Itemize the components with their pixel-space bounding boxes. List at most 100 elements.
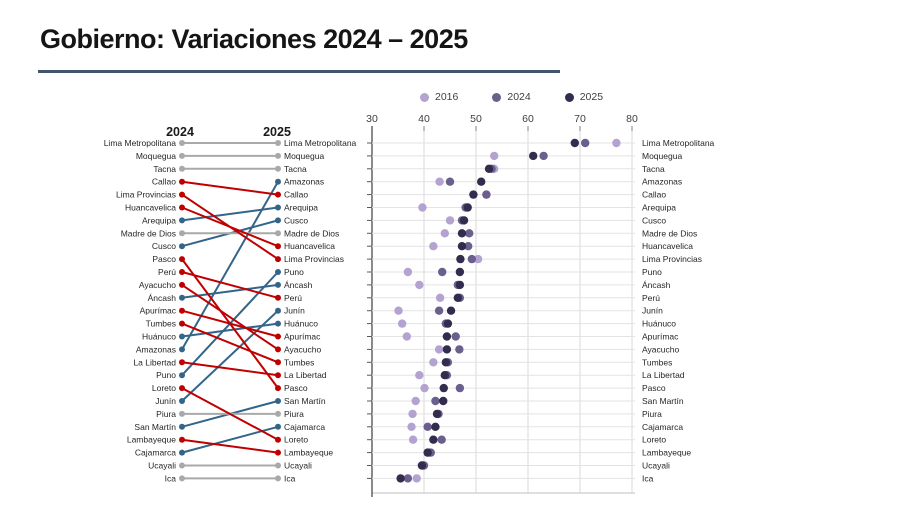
slope-dot-left	[179, 294, 185, 301]
data-dot-2025	[457, 229, 467, 238]
legend-item-2016: 2016	[420, 91, 458, 103]
row-label: Huánuco	[642, 319, 676, 329]
data-dot-2024	[403, 474, 413, 483]
x-tick-label: 70	[574, 113, 586, 125]
slope-line-up	[181, 206, 279, 222]
slope-label-2025: Loreto	[284, 435, 308, 445]
data-dot-2016	[397, 319, 407, 328]
data-dot-2025	[459, 216, 469, 225]
slope-label-2025: Piura	[284, 409, 304, 419]
data-dot-2016	[429, 358, 438, 367]
slope-line-down	[181, 322, 279, 364]
slope-dot-left	[179, 320, 185, 327]
slope-label-2025: Lima Provincias	[284, 254, 344, 264]
slope-label-2024: Cusco	[152, 241, 176, 251]
row-label: Apurímac	[642, 332, 679, 342]
data-dot-2025	[431, 422, 440, 431]
slope-dot-right	[275, 359, 281, 366]
data-dot-2016	[429, 242, 438, 251]
data-dot-2016	[394, 306, 403, 315]
data-dot-2024	[455, 383, 465, 393]
data-dot-2016	[411, 396, 420, 406]
slope-dot-right	[275, 436, 281, 443]
row-label: Huancavelica	[642, 241, 693, 251]
slope-label-2024: Huánuco	[142, 332, 176, 342]
chart-legend: 2016 2024 2025	[420, 91, 603, 103]
slope-dot-right	[275, 462, 281, 469]
data-dot-2025	[463, 203, 472, 212]
slope-label-2025: Lima Metropolitana	[284, 138, 357, 148]
row-label: Pasco	[642, 383, 666, 393]
slope-dot-right	[275, 398, 281, 404]
slope-label-2024: Tacna	[153, 164, 176, 174]
data-dot-2024	[482, 190, 491, 199]
slope-label-2024: Ica	[165, 473, 177, 483]
slope-dot-right	[275, 230, 281, 237]
slope-label-2024: Cajamarca	[135, 448, 176, 458]
slope-label-2024: Madre de Dios	[121, 228, 176, 238]
slope-label-2025: La Libertad	[284, 370, 327, 380]
data-dot-2025	[439, 396, 448, 406]
data-dot-2025	[440, 371, 449, 380]
slope-dot-right	[275, 307, 281, 314]
slope-label-2024: Lima Metropolitana	[104, 138, 177, 148]
slope-label-2025: Huancavelica	[284, 241, 335, 251]
data-dot-2025	[441, 358, 451, 367]
row-label: Lima Provincias	[642, 254, 702, 264]
legend-item-2024: 2024	[492, 91, 531, 103]
data-dot-2024	[437, 435, 446, 444]
slope-dot-right	[275, 449, 281, 456]
slope-dot-left	[179, 178, 185, 185]
slope-label-2025: Pasco	[284, 383, 308, 393]
slope-dot-right	[275, 204, 281, 211]
slope-label-2025: Tumbes	[284, 357, 314, 367]
slope-line-down	[181, 258, 279, 389]
data-dot-2016	[412, 474, 421, 483]
slope-label-2024: Huancavelica	[125, 203, 176, 213]
data-dot-2016	[435, 177, 444, 186]
slope-label-2024: Tumbes	[146, 319, 176, 329]
row-label: Moquegua	[642, 151, 682, 161]
slope-label-2025: Arequipa	[284, 203, 318, 213]
slope-label-2025: Moquegua	[284, 151, 324, 161]
slope-dot-right	[275, 178, 281, 185]
x-tick-label: 50	[470, 113, 482, 125]
row-label: Cusco	[642, 215, 666, 225]
slope-dot-left	[179, 230, 185, 237]
slope-label-2024: Pasco	[152, 254, 176, 264]
data-dot-2024	[465, 229, 474, 238]
data-dot-2025	[442, 345, 452, 354]
data-dot-2016	[415, 280, 424, 290]
slope-dot-left	[179, 269, 185, 275]
row-label: Ayacucho	[642, 344, 679, 354]
data-dot-2025	[455, 267, 465, 277]
slope-line-down	[181, 438, 279, 454]
slope-label-2025: Ica	[284, 473, 296, 483]
row-label: Junín	[642, 306, 663, 316]
row-label: Madre de Dios	[642, 228, 697, 238]
row-label: Cajamarca	[642, 422, 683, 432]
slope-line-down	[181, 361, 279, 377]
slope-line-down	[181, 180, 279, 196]
slope-label-2025: Áncash	[284, 280, 313, 290]
data-dot-2025	[423, 448, 432, 457]
data-dot-2016	[473, 254, 483, 264]
data-dot-2016	[408, 435, 418, 444]
data-dot-2025	[443, 319, 453, 328]
slope-label-2025: Tacna	[284, 164, 307, 174]
slope-col-header-2024: 2024	[166, 125, 194, 139]
row-label: La Libertad	[642, 370, 685, 380]
slope-dot-right	[275, 410, 281, 417]
slope-dot-right	[275, 333, 281, 340]
slope-col-header-2025: 2025	[263, 125, 291, 139]
data-dot-2025	[429, 435, 438, 444]
row-label: Áncash	[642, 280, 671, 290]
slope-label-2024: Perú	[158, 267, 176, 277]
data-dot-2025	[456, 254, 465, 264]
slope-label-2025: Ucayali	[284, 461, 312, 471]
slope-dot-right	[275, 140, 281, 146]
slope-dot-left	[179, 152, 185, 159]
slope-dot-left	[179, 385, 185, 392]
slope-dot-right	[275, 294, 281, 301]
data-dot-2024	[581, 138, 590, 148]
